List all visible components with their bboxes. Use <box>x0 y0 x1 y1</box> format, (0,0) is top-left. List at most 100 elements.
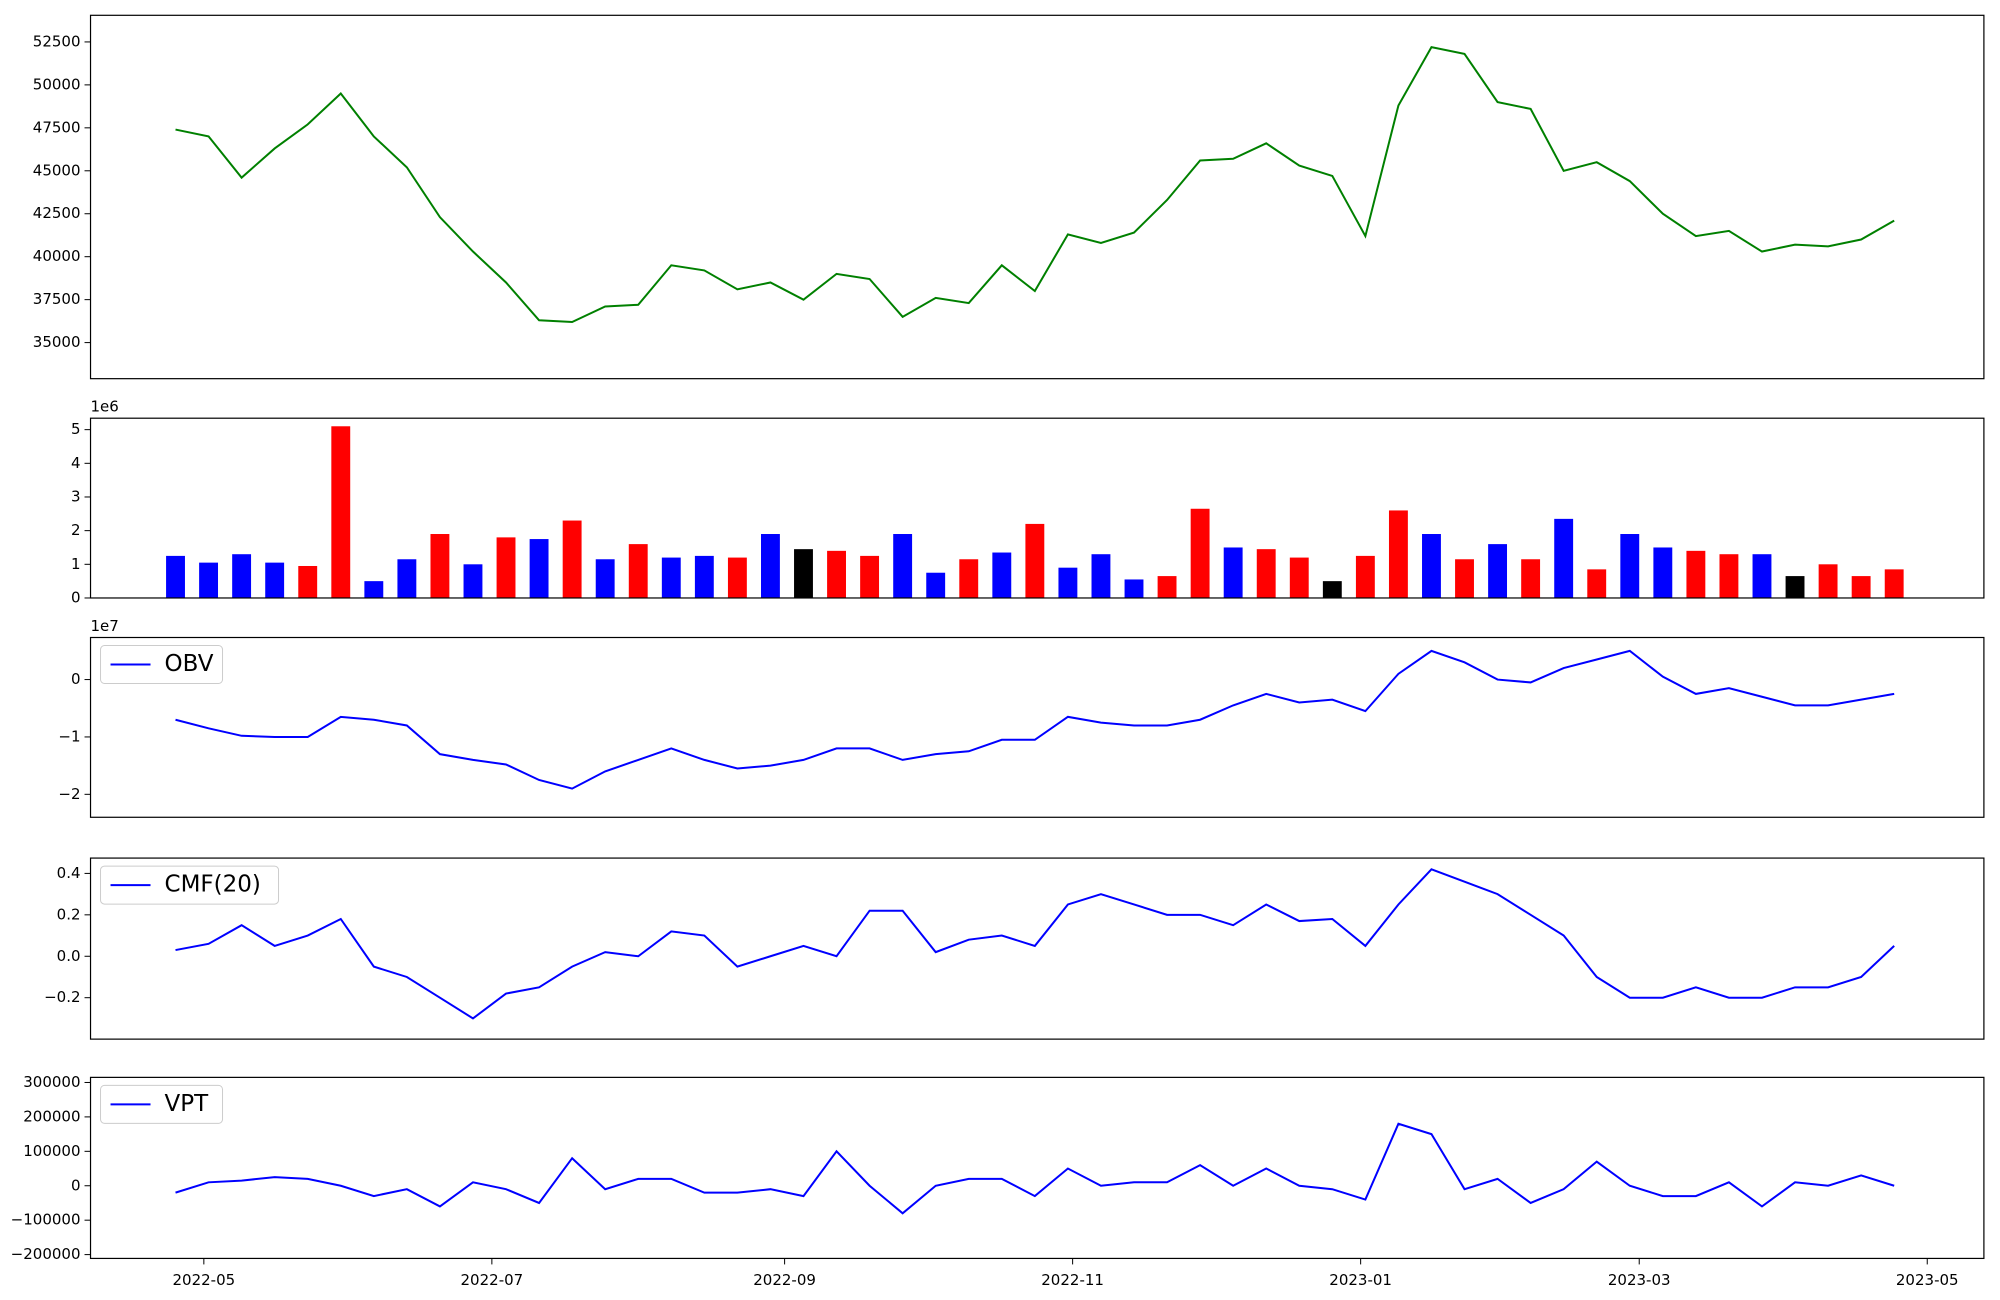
volume-bar <box>364 581 384 598</box>
y-tick-label: 52500 <box>33 32 81 50</box>
y-tick-label: −0.2 <box>44 988 80 1006</box>
legend: OBV <box>100 645 224 684</box>
volume-bar <box>1091 554 1111 598</box>
volume-bar <box>1686 550 1706 598</box>
axes-frame <box>89 857 1985 1040</box>
volume-bar <box>727 557 747 598</box>
offset-label: 1e7 <box>91 617 119 635</box>
volume-bar <box>1388 510 1408 598</box>
y-tick-label: 0.4 <box>57 864 81 882</box>
volume-bar <box>893 534 913 598</box>
x-tick-label: 2023-03 <box>1608 1271 1671 1289</box>
volume-bar <box>232 554 252 598</box>
volume-bar <box>1322 581 1342 598</box>
volume-bar <box>1587 569 1607 598</box>
volume-bar <box>1620 534 1640 598</box>
y-tick-label: 5 <box>71 420 81 438</box>
volume-bar <box>562 520 582 598</box>
data-line <box>175 649 1895 790</box>
volume-bar <box>1025 523 1045 598</box>
x-tick-label: 2022-11 <box>1041 1271 1104 1289</box>
legend-box <box>100 645 224 684</box>
y-tick-label: 47500 <box>33 118 81 136</box>
volume-bar <box>760 534 780 598</box>
volume-bar <box>463 564 483 598</box>
volume-bar <box>827 550 846 598</box>
volume-bar <box>1289 557 1309 598</box>
volume-bar <box>1752 554 1772 598</box>
volume-bar <box>860 555 880 598</box>
legend-label: VPT <box>165 1091 210 1117</box>
y-tick-label: −1 <box>58 727 80 745</box>
axes-frame <box>89 417 1985 599</box>
y-tick-label: 0 <box>71 588 81 606</box>
y-tick-label: 200000 <box>23 1107 80 1125</box>
volume-bar <box>1058 567 1078 598</box>
y-tick-label: 1 <box>71 555 81 573</box>
y-tick-label: 0 <box>71 1176 81 1194</box>
y-tick-label: 2 <box>71 521 81 539</box>
volume-bar <box>529 539 549 598</box>
y-tick-label: 50000 <box>33 75 81 93</box>
volume-bar <box>496 537 516 598</box>
volume-bar <box>1124 579 1144 598</box>
axes-frame <box>89 1076 1985 1260</box>
y-tick-label: 0 <box>71 670 81 688</box>
y-tick-label: 0.2 <box>57 905 81 923</box>
volume-bar <box>331 426 351 598</box>
volume-bar <box>1818 564 1838 598</box>
volume-bar <box>1422 534 1441 598</box>
y-tick-label: −200000 <box>11 1245 81 1263</box>
y-tick-label: 40000 <box>33 247 81 265</box>
volume-bar <box>1488 544 1508 598</box>
volume-bar <box>430 534 450 598</box>
y-tick-label: −2 <box>58 785 80 803</box>
legend-box <box>100 1084 224 1124</box>
y-tick-label: 300000 <box>23 1073 80 1091</box>
y-tick-label: 3 <box>71 487 81 505</box>
legend-label: CMF(20) <box>165 872 261 898</box>
volume-bar <box>1256 549 1276 598</box>
volume-bar <box>265 562 285 598</box>
legend-label: OBV <box>165 651 214 677</box>
volume-bar <box>1554 518 1574 598</box>
axes-frame <box>89 636 1985 818</box>
volume-bar <box>1190 508 1210 598</box>
y-tick-label: 42500 <box>33 204 81 222</box>
volume-bar <box>298 565 318 598</box>
volume-bar <box>1719 554 1739 598</box>
y-tick-label: 100000 <box>23 1142 80 1160</box>
y-tick-label: 45000 <box>33 161 81 179</box>
axes-frame <box>89 14 1985 380</box>
volume-bar <box>199 562 219 598</box>
volume-bar <box>1355 555 1375 598</box>
volume-bar <box>595 559 615 598</box>
x-tick-label: 2022-07 <box>461 1271 524 1289</box>
x-tick-label: 2023-01 <box>1329 1271 1392 1289</box>
data-line <box>175 868 1895 1020</box>
y-tick-label: 0.0 <box>57 947 81 965</box>
data-line <box>175 45 1895 323</box>
volume-bar <box>166 555 185 598</box>
data-line <box>175 1122 1895 1215</box>
volume-bar <box>694 555 714 598</box>
legend: VPT <box>100 1084 224 1124</box>
x-tick-label: 2023-05 <box>1896 1271 1959 1289</box>
legend-box <box>100 865 280 905</box>
volume-bar <box>1851 576 1871 598</box>
volume-bar <box>926 572 946 598</box>
volume-bar <box>397 559 417 598</box>
y-tick-label: 4 <box>71 454 81 472</box>
legend: CMF(20) <box>100 865 280 905</box>
volume-bar <box>1455 559 1474 598</box>
volume-bar <box>1785 576 1805 598</box>
volume-bar <box>1884 569 1904 598</box>
volume-bar <box>1157 576 1177 598</box>
volume-bar <box>794 549 813 598</box>
volume-bar <box>628 544 648 598</box>
x-tick-label: 2022-09 <box>753 1271 816 1289</box>
x-tick-label: 2022-05 <box>173 1271 236 1289</box>
volume-bar <box>661 557 681 598</box>
volume-bar <box>1223 547 1243 598</box>
